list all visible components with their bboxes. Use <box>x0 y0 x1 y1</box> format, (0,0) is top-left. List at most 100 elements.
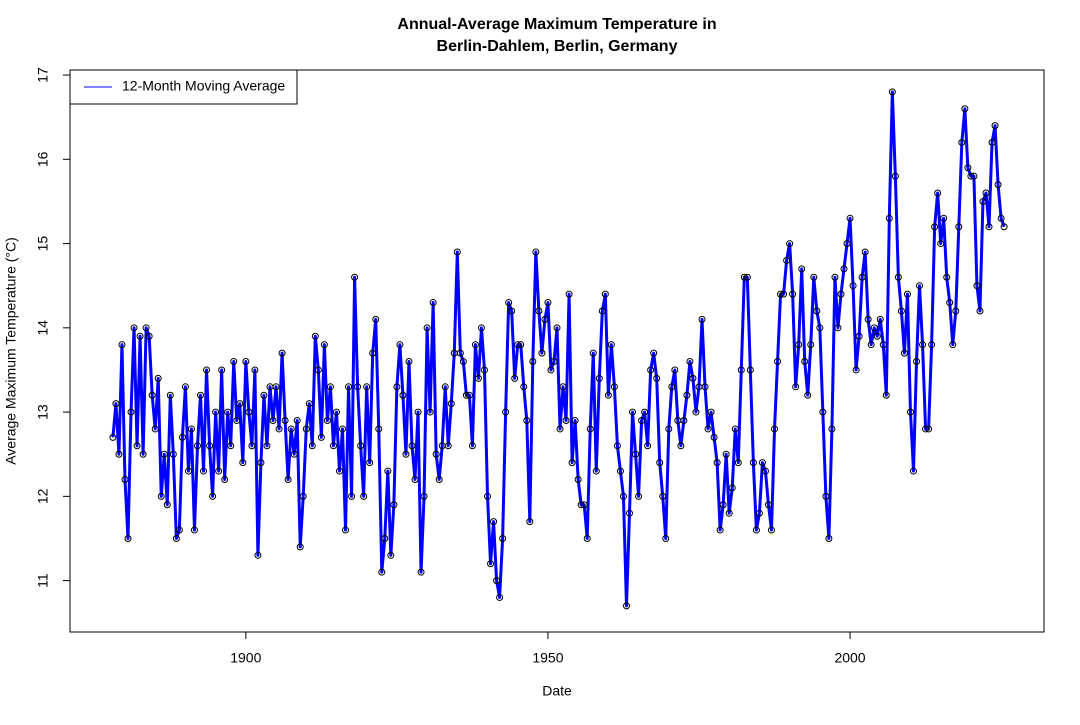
point <box>668 383 676 391</box>
point <box>786 240 794 248</box>
point <box>722 450 730 458</box>
point <box>925 425 933 433</box>
point <box>320 341 328 349</box>
point <box>169 450 177 458</box>
point <box>178 433 186 441</box>
point <box>541 315 549 323</box>
point <box>752 526 760 534</box>
chart-subtitle: Berlin-Dahlem, Berlin, Germany <box>437 38 678 55</box>
point <box>553 324 561 332</box>
point <box>952 307 960 315</box>
point <box>816 324 824 332</box>
point <box>290 450 298 458</box>
point <box>408 442 416 450</box>
point <box>348 492 356 500</box>
point <box>511 374 519 382</box>
point <box>982 189 990 197</box>
point <box>139 450 147 458</box>
point <box>870 324 878 332</box>
point <box>831 273 839 281</box>
point <box>166 391 174 399</box>
point <box>390 501 398 509</box>
point <box>133 442 141 450</box>
point <box>789 290 797 298</box>
point <box>342 526 350 534</box>
point <box>900 349 908 357</box>
x-tick-label: 2000 <box>834 650 865 666</box>
point <box>607 341 615 349</box>
point <box>746 366 754 374</box>
point <box>477 324 485 332</box>
point <box>444 442 452 450</box>
point <box>979 197 987 205</box>
point <box>417 568 425 576</box>
point <box>931 223 939 231</box>
point <box>861 248 869 256</box>
point <box>882 391 890 399</box>
point <box>293 417 301 425</box>
point <box>864 315 872 323</box>
point <box>719 501 727 509</box>
point <box>958 138 966 146</box>
series-line <box>111 90 1006 608</box>
point <box>671 366 679 374</box>
point <box>964 164 972 172</box>
point <box>955 223 963 231</box>
legend-label: 12-Month Moving Average <box>122 78 285 94</box>
point <box>523 417 531 425</box>
point <box>112 400 120 408</box>
point <box>574 475 582 483</box>
point <box>961 105 969 113</box>
point <box>393 383 401 391</box>
point <box>372 315 380 323</box>
point <box>635 492 643 500</box>
point <box>994 181 1002 189</box>
point <box>734 459 742 467</box>
y-tick-label: 14 <box>35 320 51 336</box>
point <box>115 450 123 458</box>
point <box>725 509 733 517</box>
point <box>423 324 431 332</box>
point <box>459 358 467 366</box>
point <box>441 383 449 391</box>
point <box>221 475 229 483</box>
point <box>592 467 600 475</box>
point <box>698 315 706 323</box>
point <box>867 341 875 349</box>
point <box>426 408 434 416</box>
point <box>906 408 914 416</box>
point <box>876 315 884 323</box>
point <box>894 273 902 281</box>
point <box>245 408 253 416</box>
point <box>429 299 437 307</box>
point <box>662 534 670 542</box>
point <box>919 341 927 349</box>
point <box>474 374 482 382</box>
point <box>209 492 217 500</box>
point <box>934 189 942 197</box>
point <box>843 240 851 248</box>
point <box>157 492 165 500</box>
point <box>366 459 374 467</box>
point <box>855 332 863 340</box>
point <box>453 248 461 256</box>
point <box>254 551 262 559</box>
point <box>991 122 999 130</box>
point <box>913 358 921 366</box>
point <box>810 273 818 281</box>
point <box>200 467 208 475</box>
point <box>124 534 132 542</box>
point <box>378 568 386 576</box>
point <box>493 577 501 585</box>
point <box>184 467 192 475</box>
point <box>197 391 205 399</box>
point <box>774 358 782 366</box>
point <box>468 442 476 450</box>
point <box>813 307 821 315</box>
point <box>653 374 661 382</box>
point <box>329 442 337 450</box>
point <box>414 408 422 416</box>
x-axis-label: Date <box>542 683 572 699</box>
